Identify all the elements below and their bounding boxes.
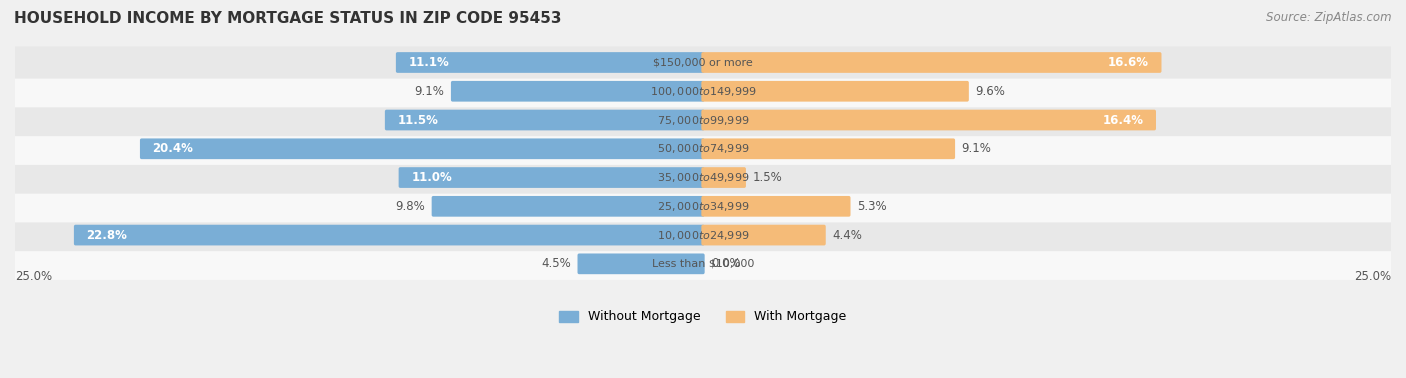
FancyBboxPatch shape bbox=[13, 190, 1393, 222]
Text: 9.1%: 9.1% bbox=[415, 85, 444, 98]
FancyBboxPatch shape bbox=[13, 75, 1393, 107]
Text: 16.4%: 16.4% bbox=[1102, 113, 1143, 127]
Text: $75,000 to $99,999: $75,000 to $99,999 bbox=[657, 113, 749, 127]
Text: 11.1%: 11.1% bbox=[409, 56, 450, 69]
Text: HOUSEHOLD INCOME BY MORTGAGE STATUS IN ZIP CODE 95453: HOUSEHOLD INCOME BY MORTGAGE STATUS IN Z… bbox=[14, 11, 561, 26]
FancyBboxPatch shape bbox=[13, 161, 1393, 194]
Text: $10,000 to $24,999: $10,000 to $24,999 bbox=[657, 229, 749, 242]
FancyBboxPatch shape bbox=[702, 225, 825, 245]
FancyBboxPatch shape bbox=[13, 46, 1393, 79]
Text: 16.6%: 16.6% bbox=[1108, 56, 1149, 69]
FancyBboxPatch shape bbox=[702, 167, 747, 188]
Text: Source: ZipAtlas.com: Source: ZipAtlas.com bbox=[1267, 11, 1392, 24]
Text: $35,000 to $49,999: $35,000 to $49,999 bbox=[657, 171, 749, 184]
FancyBboxPatch shape bbox=[141, 138, 704, 159]
FancyBboxPatch shape bbox=[13, 133, 1393, 165]
Text: $50,000 to $74,999: $50,000 to $74,999 bbox=[657, 142, 749, 155]
FancyBboxPatch shape bbox=[13, 248, 1393, 280]
Text: 25.0%: 25.0% bbox=[1354, 270, 1391, 282]
Text: $100,000 to $149,999: $100,000 to $149,999 bbox=[650, 85, 756, 98]
FancyBboxPatch shape bbox=[702, 110, 1156, 130]
FancyBboxPatch shape bbox=[396, 52, 704, 73]
Text: 4.5%: 4.5% bbox=[541, 257, 571, 270]
FancyBboxPatch shape bbox=[13, 104, 1393, 136]
Text: $25,000 to $34,999: $25,000 to $34,999 bbox=[657, 200, 749, 213]
FancyBboxPatch shape bbox=[13, 219, 1393, 251]
Text: 9.8%: 9.8% bbox=[395, 200, 425, 213]
FancyBboxPatch shape bbox=[75, 225, 704, 245]
Text: 11.5%: 11.5% bbox=[398, 113, 439, 127]
Text: 4.4%: 4.4% bbox=[832, 229, 862, 242]
Text: 25.0%: 25.0% bbox=[15, 270, 52, 282]
Text: 1.5%: 1.5% bbox=[752, 171, 782, 184]
Text: 0.0%: 0.0% bbox=[711, 257, 741, 270]
Legend: Without Mortgage, With Mortgage: Without Mortgage, With Mortgage bbox=[554, 305, 852, 328]
Text: $150,000 or more: $150,000 or more bbox=[654, 57, 752, 68]
Text: 5.3%: 5.3% bbox=[858, 200, 887, 213]
FancyBboxPatch shape bbox=[702, 81, 969, 102]
FancyBboxPatch shape bbox=[702, 196, 851, 217]
FancyBboxPatch shape bbox=[702, 52, 1161, 73]
Text: 22.8%: 22.8% bbox=[87, 229, 128, 242]
Text: 9.6%: 9.6% bbox=[976, 85, 1005, 98]
FancyBboxPatch shape bbox=[432, 196, 704, 217]
FancyBboxPatch shape bbox=[702, 138, 955, 159]
FancyBboxPatch shape bbox=[385, 110, 704, 130]
FancyBboxPatch shape bbox=[451, 81, 704, 102]
Text: Less than $10,000: Less than $10,000 bbox=[652, 259, 754, 269]
Text: 9.1%: 9.1% bbox=[962, 142, 991, 155]
Text: 20.4%: 20.4% bbox=[153, 142, 194, 155]
Text: 11.0%: 11.0% bbox=[412, 171, 453, 184]
FancyBboxPatch shape bbox=[578, 254, 704, 274]
FancyBboxPatch shape bbox=[399, 167, 704, 188]
